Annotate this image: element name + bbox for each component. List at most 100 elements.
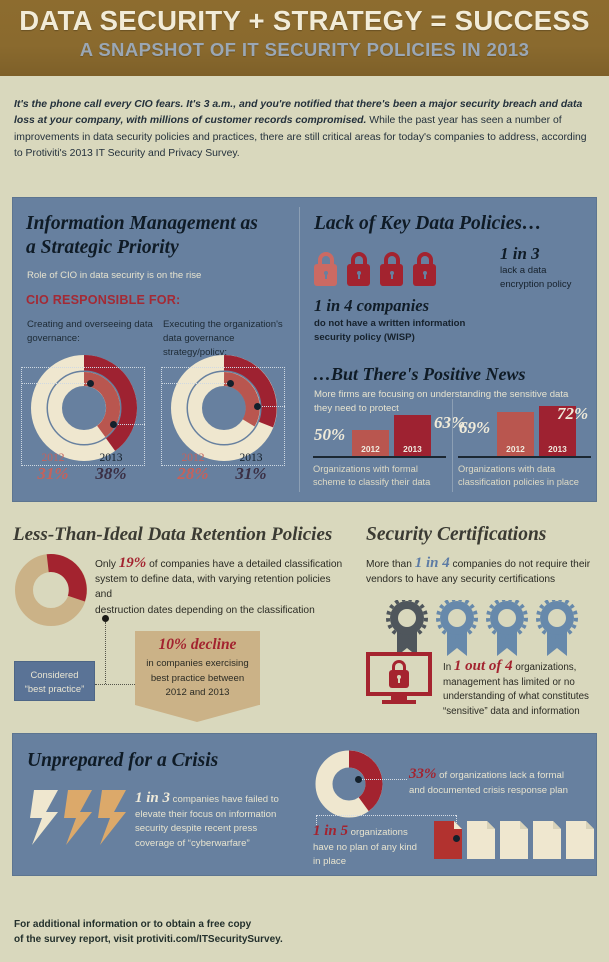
donut-chart-governance [31, 355, 137, 461]
header-banner: DATA SECURITY + STRATEGY = SUCCESS A SNA… [0, 0, 609, 76]
bar-value-2012-group2: 69% [459, 418, 491, 437]
lock-icon-1 [314, 252, 337, 286]
monitor-text-before: In [443, 662, 454, 673]
positive-subhead-line-1: More firms are focusing on understanding… [314, 389, 569, 400]
decline-body: in companies exercising best practice be… [135, 657, 260, 701]
decline-line-3: 2012 and 2013 [165, 687, 230, 698]
bar-2013-group1: 2013 [394, 415, 431, 456]
stat-one-in-four-body: do not have a written information securi… [314, 317, 499, 345]
value-2013-chart2: 31% [235, 464, 267, 483]
caption-group2-line-2: classification policies in place [458, 477, 579, 487]
dotted-leader-docs-h [316, 815, 456, 816]
subhead-positive-news: More firms are focusing on understanding… [314, 388, 599, 416]
stat-one-in-three: 1 in 3 [500, 244, 540, 263]
heading-information-management: Information Management as a Strategic Pr… [26, 212, 286, 260]
bar-value-2012-group1: 50% [314, 425, 346, 444]
best-practice-box [14, 661, 95, 701]
intro-paragraph: It's the phone call every CIO fears. It'… [14, 97, 596, 163]
crisis-docs-text: 1 in 5 organizations have no plan of any… [313, 824, 453, 870]
crisis-bolt-text: 1 in 3 companies have failed to elevate … [135, 791, 300, 851]
bar-label-2012-group1: 2012 [361, 444, 380, 454]
best-practice-line-2: “best practice” [24, 682, 85, 694]
caption-group2-line-1: Organizations with data [458, 464, 556, 474]
retention-stat-19: 19% [118, 555, 147, 571]
bar-group-divider [452, 399, 453, 492]
dotted-leader-2b [258, 406, 285, 407]
dotted-leader-1b [114, 424, 145, 425]
lock-icon-3 [380, 252, 403, 286]
ribbon-icon-2 [436, 600, 478, 656]
retention-body-text: Only 19% of companies have a detailed cl… [95, 555, 350, 618]
heading-line-2: a Strategic Priority [26, 237, 179, 258]
donut-chart-33-percent [315, 750, 383, 818]
caption-bar-group1: Organizations with formal scheme to clas… [313, 463, 448, 489]
decline-line-2: best practice between [150, 672, 245, 684]
marker-dot-2a [227, 380, 234, 387]
ribbon-icon-3 [486, 600, 528, 656]
panel-divider-vertical [299, 207, 300, 492]
year-label-2013-chart2: 2013 [239, 452, 263, 464]
retention-text-after: of companies have a detailed classificat… [146, 559, 343, 570]
encryption-line-2: encryption policy [500, 279, 572, 290]
bar-label-2012-group2: 2012 [506, 444, 525, 454]
caption-group1-line-2: scheme to classify their data [313, 477, 431, 487]
crisis-bolt-line-1: companies have failed to [170, 794, 279, 805]
monitor-stat-one-out-of-four: 1 out of 4 [453, 658, 513, 674]
dotted-callout-box-1 [21, 367, 145, 466]
stat-one-in-four-companies: 1 in 4 companies [314, 296, 430, 315]
certs-lead-text: More than 1 in 4 companies do not requir… [366, 555, 598, 587]
bar-axis-group1 [313, 456, 446, 458]
donut-chart-19-percent [15, 554, 87, 626]
year-label-2012-chart2: 2012 [181, 452, 205, 464]
certs-lead-before: More than [366, 559, 415, 570]
bar-2013-group2: 2013 [539, 406, 576, 456]
document-icon-2 [467, 821, 495, 859]
lightning-bolt-icon-2 [64, 790, 92, 845]
retention-text-before: Only [95, 559, 119, 570]
stat-one-in-three-body: lack a data encryption policy [500, 264, 595, 292]
positive-subhead-line-2: they need to protect [314, 403, 399, 414]
dotted-callout-box-2 [161, 367, 285, 466]
best-practice-line-1: Considered [30, 669, 79, 680]
heading-data-retention: Less-Than-Ideal Data Retention Policies [13, 524, 333, 545]
stat-body-line-2: security policy (WISP) [314, 332, 415, 343]
year-label-2013-chart1: 2013 [99, 452, 123, 464]
document-icons-group [434, 821, 594, 859]
page-subtitle: A SNAPSHOT OF IT SECURITY POLICIES IN 20… [79, 39, 530, 60]
marker-dot-2b [254, 403, 261, 410]
crisis-bolt-line-2: elevate their focus on information [135, 808, 277, 820]
crisis-stat-one-in-three: 1 in 3 [135, 790, 171, 806]
monitor-lock-icon [366, 652, 432, 704]
bar-axis-group2 [458, 456, 591, 458]
ribbon-icon-1 [386, 600, 428, 656]
lock-icon-2 [347, 252, 370, 286]
monitor-line-3: understanding of what constitutes [443, 691, 589, 702]
crisis-donut-text: 33% of organizations lack a formal and d… [409, 767, 599, 798]
page-title: DATA SECURITY + STRATEGY = SUCCESS [19, 5, 590, 36]
encryption-line-1: lack a data [500, 265, 547, 276]
decline-callout-arrow [135, 631, 260, 705]
crisis-docs-line-2: have no plan of any kind [313, 841, 418, 853]
ribbon-icon-4 [536, 600, 578, 656]
monitor-text-after: organizations, [512, 662, 577, 673]
marker-dot-1b [110, 421, 117, 428]
dotted-leader-best-practice-v [105, 622, 106, 684]
bar-value-2013-group1: 63% [434, 413, 466, 432]
crisis-stat-33-percent: 33% [409, 766, 437, 782]
dotted-leader-1a [21, 383, 91, 384]
intro-italic: It's the phone call every CIO fears. It'… [14, 99, 583, 127]
bar-2012-group1: 2012 [352, 430, 389, 456]
lightning-bolt-icons [30, 790, 126, 845]
stat-body-line-1: do not have a written information [314, 318, 466, 329]
document-icon-4 [533, 821, 561, 859]
caption-chart-1: Creating and overseeing data governance: [27, 319, 153, 344]
crisis-bolt-line-4: coverage of “cyberwarfare” [135, 837, 250, 849]
footer-line-2: of the survey report, visit protiviti.co… [14, 934, 283, 945]
value-2013-chart1: 38% [95, 464, 127, 483]
year-label-2012-chart1: 2012 [41, 452, 65, 464]
footer-text: For additional information or to obtain … [14, 917, 434, 947]
subhead-cio-role: Role of CIO in data security is on the r… [27, 270, 202, 281]
caption-chart-2: Executing the organization's data govern… [163, 319, 283, 358]
bar-value-2013-group2: 72% [557, 404, 589, 423]
document-icon-1 [434, 821, 462, 859]
